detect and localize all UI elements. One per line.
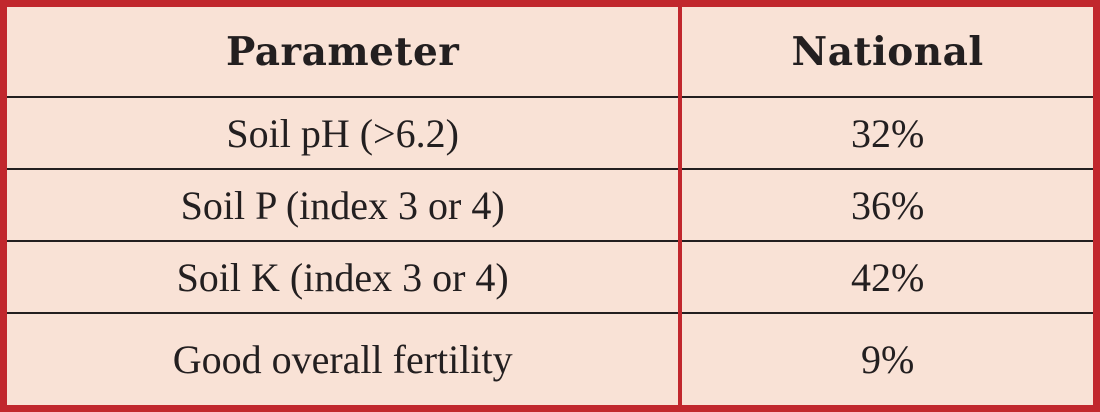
table-row-overall-fertility: Good overall fertility 9% xyxy=(7,312,1093,405)
table-row-soil-p: Soil P (index 3 or 4) 36% xyxy=(7,168,1093,241)
soil-fertility-table: Parameter National Soil pH (>6.2) 32% So… xyxy=(7,7,1093,405)
column-header-national: National xyxy=(678,7,1093,97)
cell-national-value: 42% xyxy=(678,240,1093,313)
cell-parameter: Good overall fertility xyxy=(7,312,681,405)
cell-national-value: 36% xyxy=(678,168,1093,241)
table-row-soil-k: Soil K (index 3 or 4) 42% xyxy=(7,240,1093,313)
column-header-parameter: Parameter xyxy=(225,28,460,75)
table-row-soil-ph: Soil pH (>6.2) 32% xyxy=(7,96,1093,169)
cell-national-value: 32% xyxy=(678,96,1093,169)
cell-national-value: 9% xyxy=(678,312,1093,405)
cell-parameter: Soil pH (>6.2) xyxy=(7,96,681,169)
cell-parameter: Soil P (index 3 or 4) xyxy=(7,168,681,241)
header-row: Parameter National xyxy=(7,7,1093,97)
cell-parameter: Soil K (index 3 or 4) xyxy=(7,240,681,313)
